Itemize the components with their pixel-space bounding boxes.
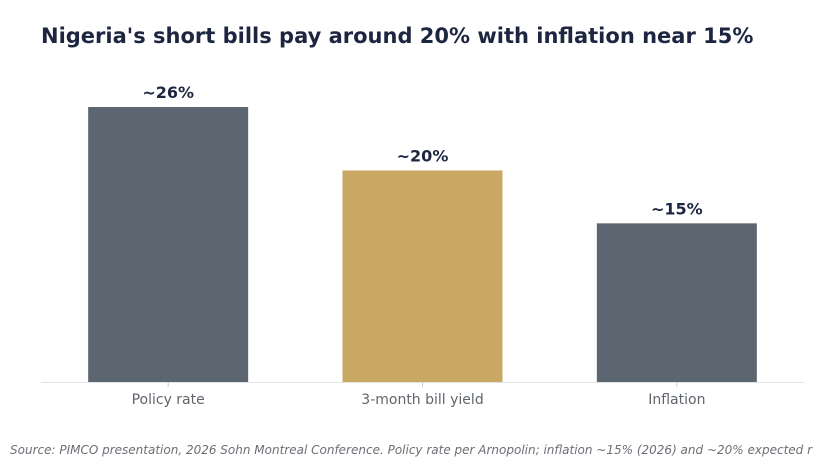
bar-3 (596, 223, 757, 382)
bar-1 (88, 107, 249, 382)
bars-group (88, 107, 757, 382)
category-label-3: Inflation (648, 392, 705, 408)
chart-title: Nigeria's short bills pay around 20% wit… (41, 24, 754, 48)
value-labels: ~26% ~20% ~15% (142, 83, 702, 218)
source-note: Source: PIMCO presentation, 2026 Sohn Mo… (10, 443, 813, 457)
category-label-2: 3-month bill yield (361, 392, 483, 408)
value-label-2: ~20% (397, 146, 449, 165)
bar-chart: ~26% ~20% ~15% Policy rate 3-month bill yie… (41, 83, 804, 408)
x-tick-marks (167, 382, 678, 387)
value-label-1: ~26% (142, 83, 194, 102)
bar-2 (342, 170, 503, 382)
category-labels: Policy rate 3-month bill yield Inflation (132, 392, 706, 408)
value-label-3: ~15% (651, 199, 703, 218)
category-label-1: Policy rate (132, 392, 205, 408)
